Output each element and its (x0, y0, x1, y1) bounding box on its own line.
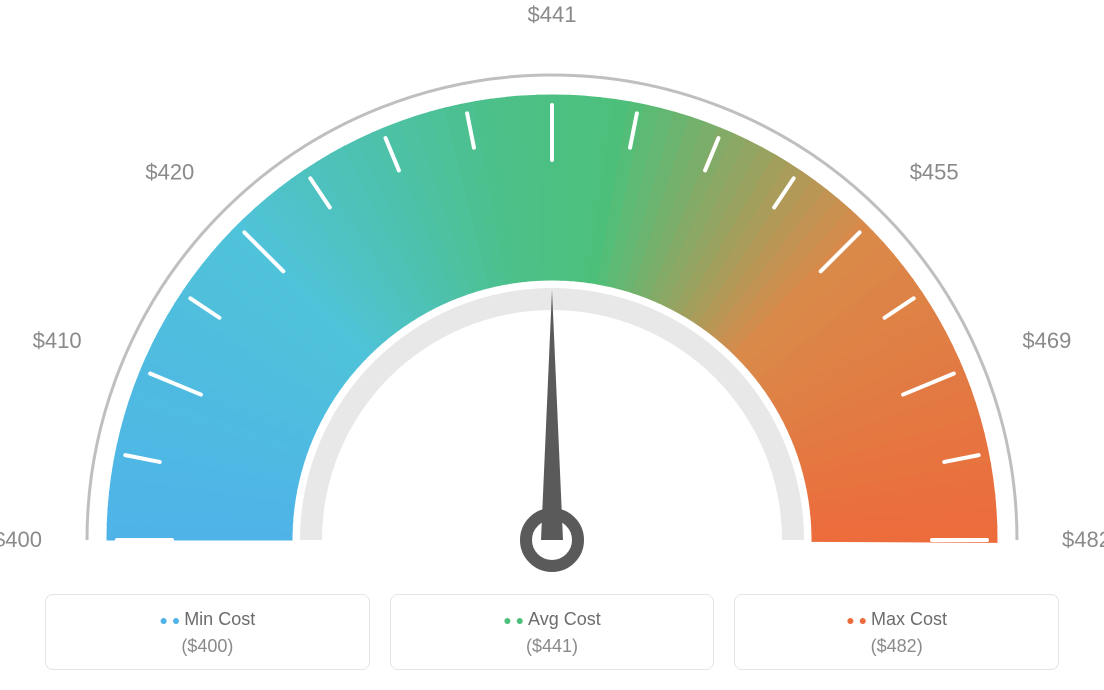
legend-card-min: ● Min Cost ($400) (45, 594, 370, 670)
gauge-chart: $400 $410 $420 $441 $455 $469 $482 (0, 0, 1104, 580)
legend-card-avg: ● Avg Cost ($441) (390, 594, 715, 670)
gauge-svg: $400 $410 $420 $441 $455 $469 $482 (0, 0, 1104, 580)
legend-min-value: ($400) (46, 636, 369, 657)
legend-row: ● Min Cost ($400) ● Avg Cost ($441) ● Ma… (0, 594, 1104, 670)
legend-card-max: ● Max Cost ($482) (734, 594, 1059, 670)
legend-label-text: Min Cost (184, 609, 255, 629)
legend-max-value: ($482) (735, 636, 1058, 657)
gauge-tick-label: $482 (1062, 527, 1104, 552)
gauge-tick-label: $400 (0, 527, 42, 552)
legend-dot-icon: ● (516, 612, 528, 628)
gauge-tick-label: $469 (1022, 328, 1071, 353)
legend-avg-value: ($441) (391, 636, 714, 657)
legend-min-label: ● Min Cost (46, 609, 369, 630)
gauge-tick-label: $420 (145, 159, 194, 184)
gauge-tick-label: $410 (33, 328, 82, 353)
legend-dot-icon: ● (172, 612, 184, 628)
legend-label-text: Max Cost (871, 609, 947, 629)
gauge-needle (541, 290, 563, 540)
gauge-tick-label: $441 (528, 2, 577, 27)
legend-max-label: ● Max Cost (735, 609, 1058, 630)
legend-dot-icon: ● (859, 612, 871, 628)
cost-gauge-container: $400 $410 $420 $441 $455 $469 $482 ● Min Cost … (0, 0, 1104, 690)
gauge-tick-label: $455 (910, 159, 959, 184)
legend-avg-label: ● Avg Cost (391, 609, 714, 630)
legend-label-text: Avg Cost (528, 609, 601, 629)
